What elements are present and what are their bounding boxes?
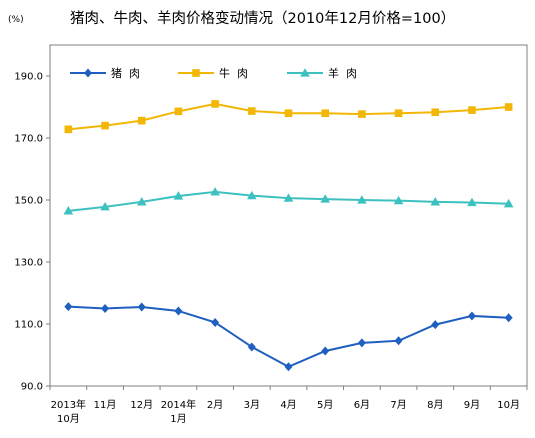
data-point [357, 338, 366, 348]
series-line [68, 305, 509, 368]
data-point [64, 302, 73, 312]
data-point [64, 125, 73, 134]
data-point [503, 198, 514, 208]
x-axis: 2013年 10月 11月 12月 2014年 1月 2月 3月 4月 5月 6月 7月 8月 9月 10月 [49, 386, 528, 425]
data-point [211, 100, 219, 108]
series-layer [63, 100, 514, 372]
unit-label: (%) [8, 15, 24, 25]
data-point [467, 311, 476, 321]
data-point [394, 109, 403, 117]
x-tick-label: 9月 [464, 399, 480, 411]
data-point [320, 194, 330, 203]
y-tick-label: 170.0 [14, 134, 43, 145]
x-tick-label: 3月 [244, 399, 260, 411]
y-tick-label: 110.0 [14, 320, 43, 331]
data-point [173, 191, 184, 200]
y-tick-label: 90.0 [21, 382, 43, 393]
series-diamond [64, 302, 513, 372]
data-point [174, 306, 183, 316]
data-point [137, 302, 146, 312]
data-point [430, 197, 441, 206]
data-point [248, 107, 256, 115]
data-point [247, 342, 256, 352]
data-point [467, 197, 477, 207]
chart-title: 猪肉、牛肉、羊肉价格变动情况（2010年12月价格=100） [70, 10, 455, 27]
data-point [357, 195, 367, 204]
data-point [431, 320, 440, 330]
x-tick-label: 5月 [317, 399, 333, 411]
data-point [63, 206, 74, 215]
x-tick-label: 6月 [354, 399, 370, 411]
data-point [321, 346, 330, 356]
plot-frame [49, 44, 528, 387]
data-point [468, 106, 476, 114]
legend: 猪 肉牛 肉羊 肉 [70, 66, 357, 80]
data-point [504, 313, 513, 323]
legend-label: 猪 肉 [111, 67, 140, 80]
data-point [283, 193, 294, 202]
y-tick-label: 190.0 [14, 72, 43, 83]
plot-border [49, 44, 528, 387]
legend-marker [84, 68, 92, 78]
y-tick-label: 150.0 [14, 196, 43, 207]
x-tick-label: 7月 [390, 399, 406, 411]
data-point [101, 304, 110, 313]
data-point [136, 197, 147, 206]
legend-label: 牛 肉 [219, 66, 248, 80]
data-point [284, 109, 293, 117]
series-triangle [63, 187, 514, 215]
data-point [394, 336, 403, 346]
data-point [504, 103, 513, 111]
x-tick-label: 2月 [207, 399, 223, 411]
x-tick-label: 4月 [280, 399, 296, 411]
x-tick-label: 10月 [497, 399, 520, 411]
series-square [64, 100, 513, 134]
x-tick-label: 12月 [130, 399, 153, 411]
x-tick-label: 10月 [57, 413, 80, 425]
data-point [284, 362, 293, 372]
x-tick-label: 2013年 [51, 398, 86, 411]
y-axis: 90.0 110.0 130.0 150.0 170.0 190.0 [14, 72, 50, 393]
data-point [247, 190, 257, 200]
legend-marker [300, 68, 310, 77]
legend-label: 羊 肉 [328, 66, 357, 80]
data-point [321, 109, 329, 117]
data-point [210, 187, 220, 196]
y-tick-label: 130.0 [14, 258, 43, 269]
data-point [174, 107, 183, 116]
data-point [137, 116, 146, 125]
data-point [358, 110, 366, 118]
legend-marker [192, 69, 200, 77]
data-point [393, 195, 404, 205]
data-point [101, 121, 109, 130]
x-tick-label: 2014年 [161, 398, 196, 411]
x-tick-label: 1月 [170, 413, 186, 425]
data-point [100, 202, 110, 211]
x-tick-label: 8月 [427, 399, 443, 411]
x-tick-label: 11月 [94, 399, 117, 411]
data-point [431, 108, 440, 117]
data-point [211, 317, 220, 327]
